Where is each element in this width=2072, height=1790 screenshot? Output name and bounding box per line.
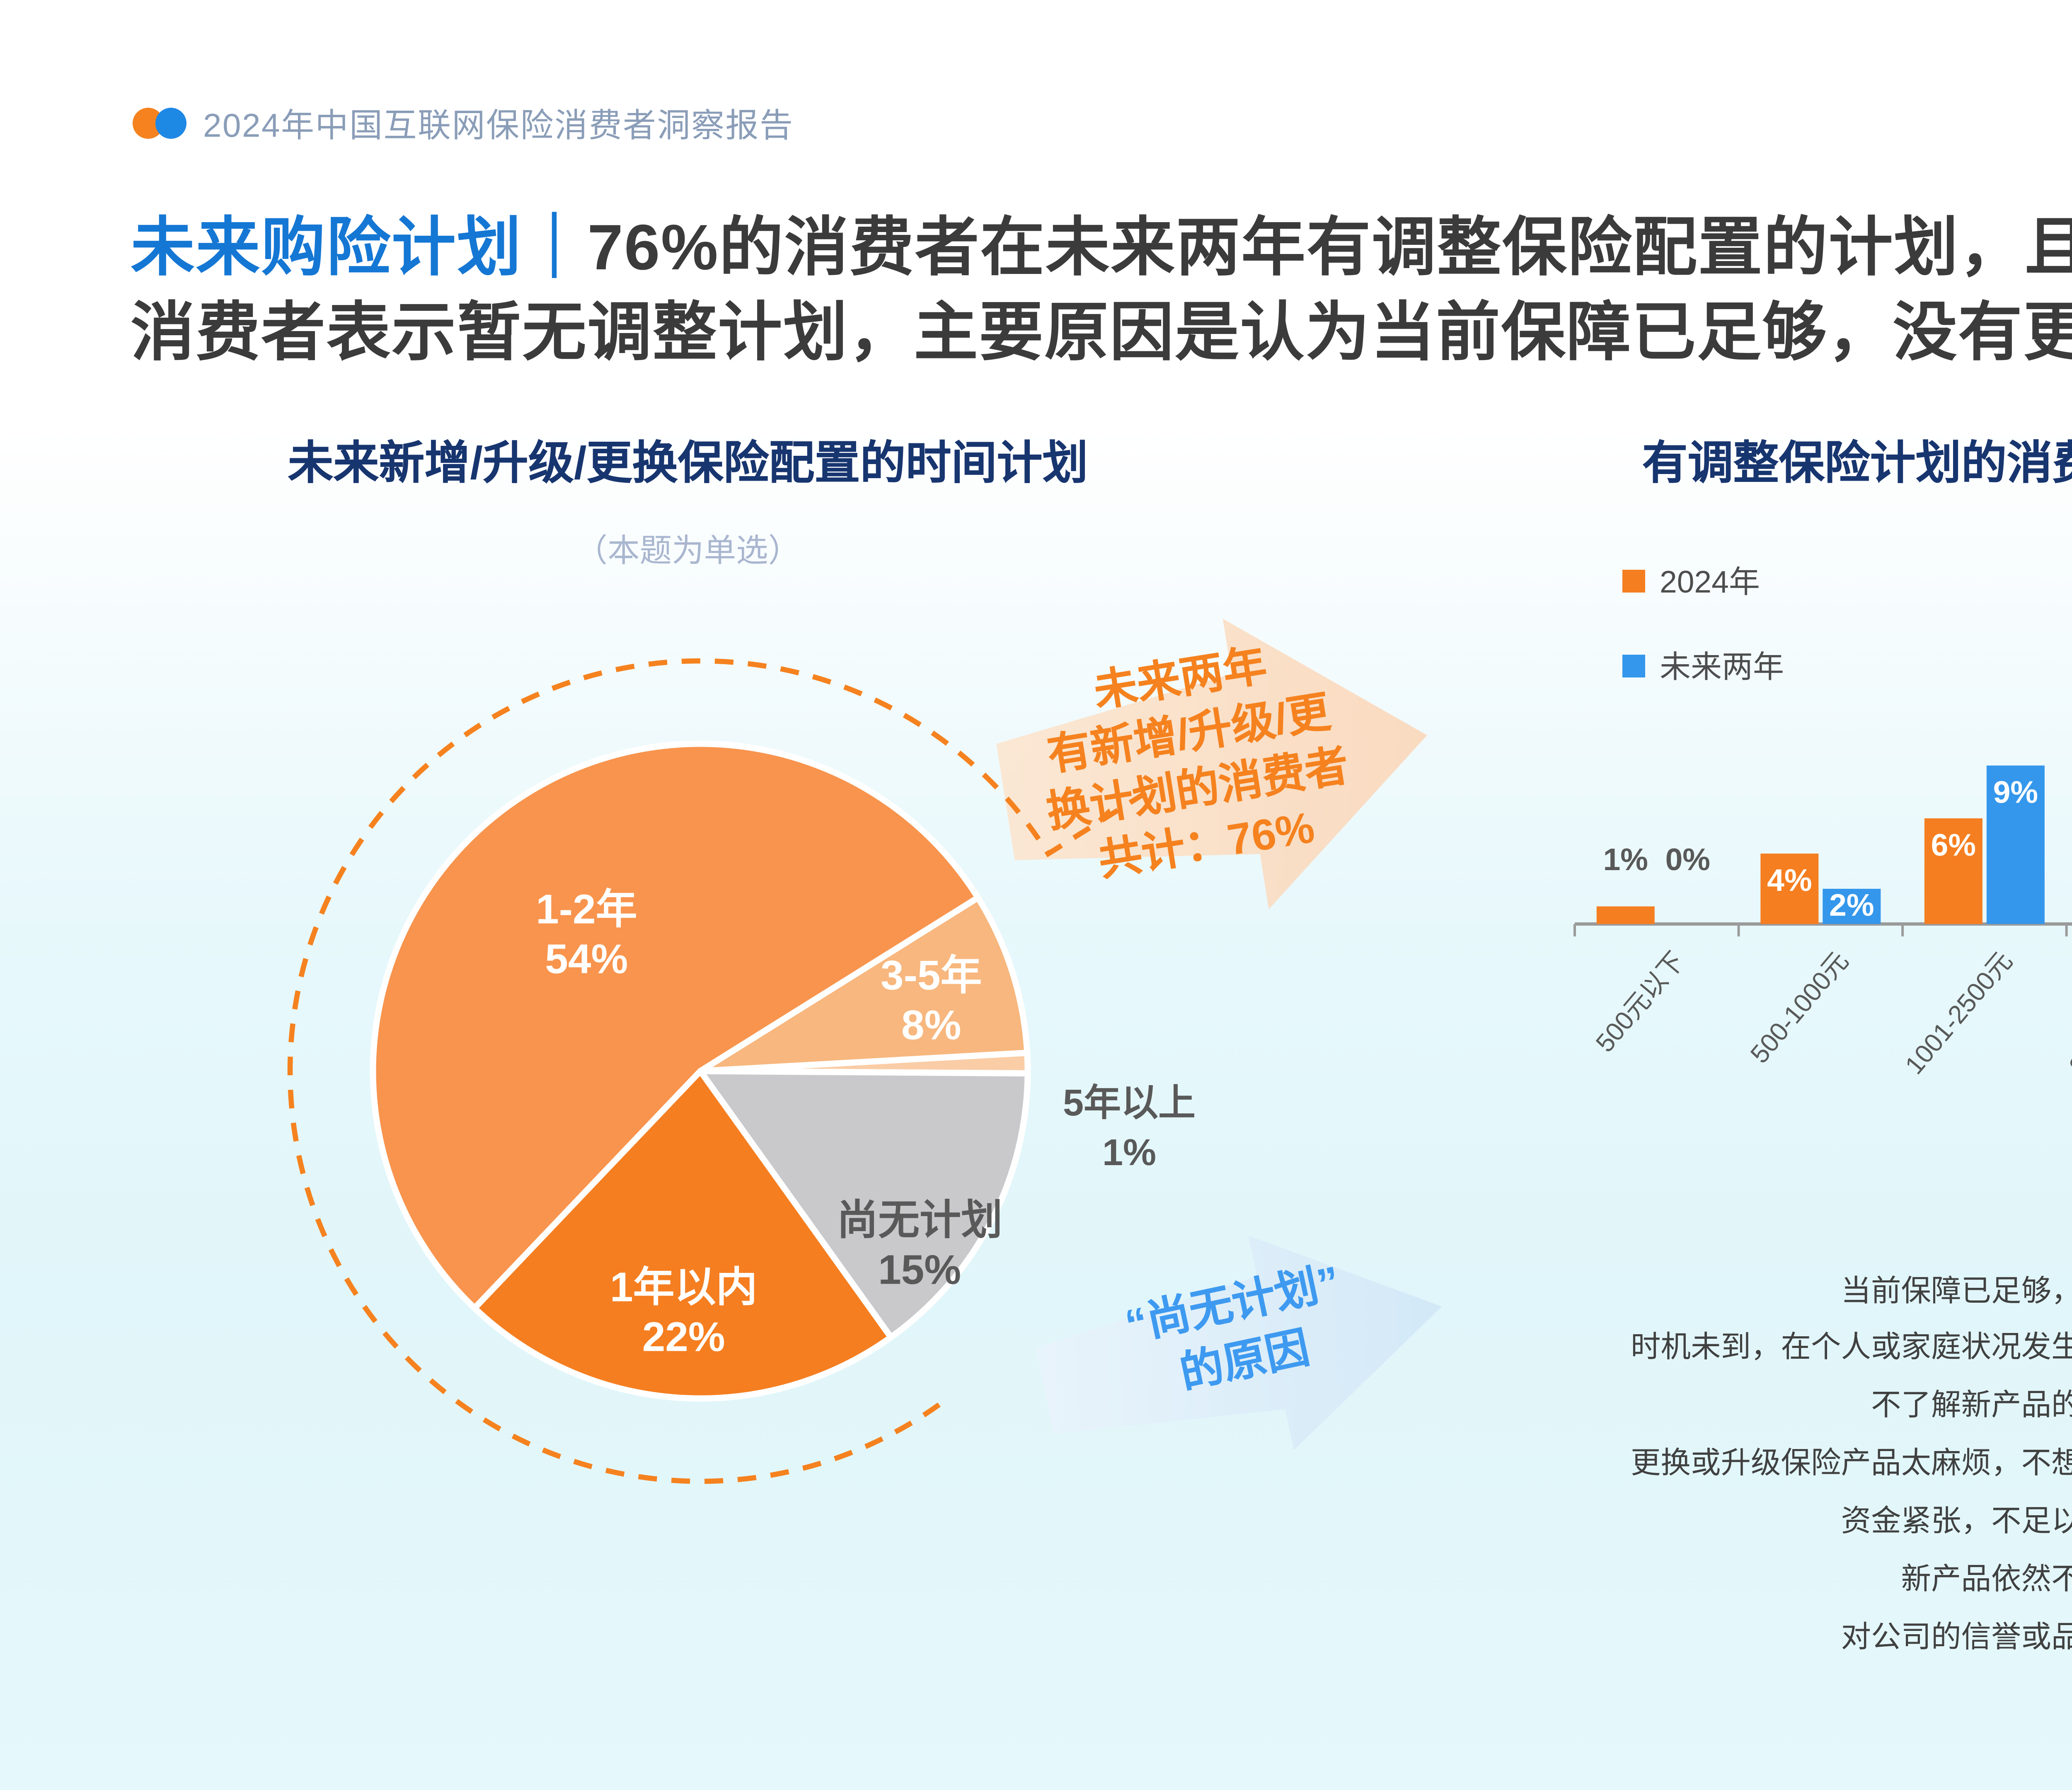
legend-item-2024: 2024年 bbox=[1622, 559, 1760, 603]
page-title-highlight: 未来购险计划 bbox=[131, 211, 522, 284]
bar bbox=[1924, 818, 1982, 924]
pie-chart-title: 未来新增/升级/更换保险配置的时间计划 bbox=[288, 437, 1088, 489]
bar-value-label: 0% bbox=[1665, 842, 1710, 877]
bar-value-label: 4% bbox=[1767, 863, 1812, 897]
legend-swatch-2024 bbox=[1622, 570, 1645, 593]
report-title: 2024年中国互联网保险消费者洞察报告 bbox=[203, 110, 794, 145]
x-axis-label: 500-1000元 bbox=[1745, 946, 1854, 1069]
pie-slice bbox=[370, 740, 981, 1311]
bar-value-label: 6% bbox=[1931, 827, 1976, 862]
bar-value-label: 9% bbox=[1993, 775, 2038, 810]
pie-chart-subtitle: （本题为单选） bbox=[575, 535, 801, 570]
x-axis-label: 2501-5000元 bbox=[2063, 946, 2072, 1080]
legend-swatch-future bbox=[1622, 655, 1645, 677]
x-axis-label: 500元以下 bbox=[1590, 946, 1690, 1058]
legend-item-future: 未来两年 bbox=[1622, 644, 1784, 688]
pie-slice-label: 3-5年 8% bbox=[881, 952, 982, 1048]
page-title-rest-line1: 76%的消费者在未来两年有调整保险配置的计划，且将继续增加保费预算；15%的 bbox=[587, 211, 2072, 284]
x-axis-label: 1001-2500元 bbox=[1900, 946, 2018, 1080]
page-title-divider: ｜ bbox=[522, 211, 588, 284]
reason-label: 资金紧张，不足以购买额外的保险 bbox=[1841, 1506, 2072, 1540]
bar-value-label: 2% bbox=[1829, 888, 1874, 922]
reason-label: 对公司的信誉或品牌形象有所担忧 bbox=[1841, 1622, 2072, 1655]
pie-slice-label: 1-2年 54% bbox=[536, 886, 637, 982]
pie-slice-label: 1年以内 22% bbox=[610, 1264, 758, 1360]
reason-label: 时机未到，在个人或家庭状况发生变化后再作打算 bbox=[1631, 1333, 2072, 1366]
reason-label: 其他 bbox=[1542, 1671, 2072, 1715]
reason-label: 不了解新产品的相关信息或优势 bbox=[1871, 1391, 2072, 1424]
reason-label: 更换或升级保险产品太麻烦，不想投入时间和精力 bbox=[1631, 1448, 2072, 1482]
pie-slice-label: 5年以上 1% bbox=[1063, 1082, 1196, 1173]
bar bbox=[1986, 765, 2045, 924]
legend-label-future: 未来两年 bbox=[1660, 651, 1784, 686]
reason-label: 新产品依然不能满足我的诉求 bbox=[1901, 1564, 2072, 1597]
pie-slice bbox=[697, 894, 1031, 1074]
budget-chart-title: 有调整保险计划的消费者未来家庭年保费预算分布（对比2024） bbox=[1642, 437, 2072, 489]
page-title-rest-line2: 消费者表示暂无调整计划，主要原因是认为当前保障已足够，没有更换的必要 bbox=[131, 296, 2072, 369]
bar bbox=[1760, 854, 1819, 924]
report-dot-blue-icon bbox=[155, 106, 186, 138]
pie-slice-label: 尚无计划 15% bbox=[837, 1197, 1002, 1293]
reason-label: 当前保障已足够，没有更换的必要 bbox=[1841, 1275, 2072, 1309]
pie-slice bbox=[697, 1068, 1031, 1340]
bar bbox=[1596, 906, 1655, 924]
bar bbox=[1823, 889, 1881, 924]
legend-label-2024: 2024年 bbox=[1660, 566, 1760, 601]
header-left: 2024年中国互联网保险消费者洞察报告 bbox=[133, 97, 794, 147]
page-title: 未来购险计划｜76%的消费者在未来两年有调整保险配置的计划，且将继续增加保费预算… bbox=[131, 205, 2072, 375]
pie-slice bbox=[471, 1068, 894, 1402]
bar-value-label: 1% bbox=[1603, 842, 1648, 877]
